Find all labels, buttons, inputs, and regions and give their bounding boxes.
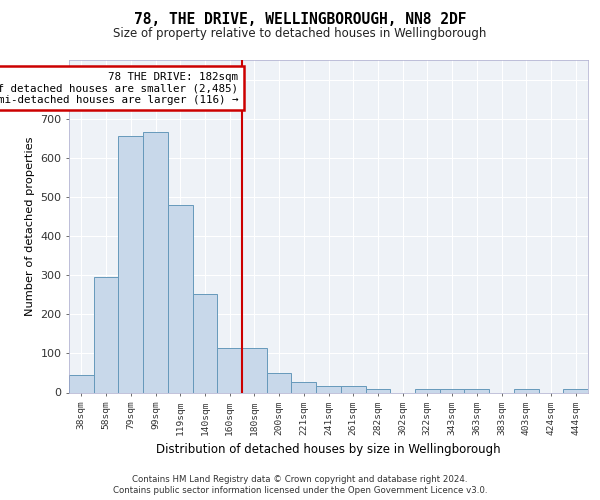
Bar — [415, 390, 440, 392]
X-axis label: Distribution of detached houses by size in Wellingborough: Distribution of detached houses by size … — [156, 443, 501, 456]
Bar — [217, 348, 242, 393]
Bar — [242, 348, 267, 393]
Bar — [143, 132, 168, 392]
Bar — [440, 388, 464, 392]
Bar — [267, 373, 292, 392]
Bar — [168, 204, 193, 392]
Text: Size of property relative to detached houses in Wellingborough: Size of property relative to detached ho… — [113, 28, 487, 40]
Bar — [94, 277, 118, 392]
Text: Contains public sector information licensed under the Open Government Licence v3: Contains public sector information licen… — [113, 486, 487, 495]
Bar — [292, 382, 316, 392]
Y-axis label: Number of detached properties: Number of detached properties — [25, 136, 35, 316]
Bar — [563, 390, 588, 392]
Bar — [514, 390, 539, 392]
Bar — [341, 386, 365, 392]
Bar — [118, 136, 143, 392]
Bar — [69, 375, 94, 392]
Bar — [316, 386, 341, 392]
Text: Contains HM Land Registry data © Crown copyright and database right 2024.: Contains HM Land Registry data © Crown c… — [132, 475, 468, 484]
Bar — [365, 388, 390, 392]
Text: 78 THE DRIVE: 182sqm
← 96% of detached houses are smaller (2,485)
4% of semi-det: 78 THE DRIVE: 182sqm ← 96% of detached h… — [0, 72, 238, 105]
Bar — [464, 390, 489, 392]
Text: 78, THE DRIVE, WELLINGBOROUGH, NN8 2DF: 78, THE DRIVE, WELLINGBOROUGH, NN8 2DF — [134, 12, 466, 28]
Bar — [193, 294, 217, 392]
